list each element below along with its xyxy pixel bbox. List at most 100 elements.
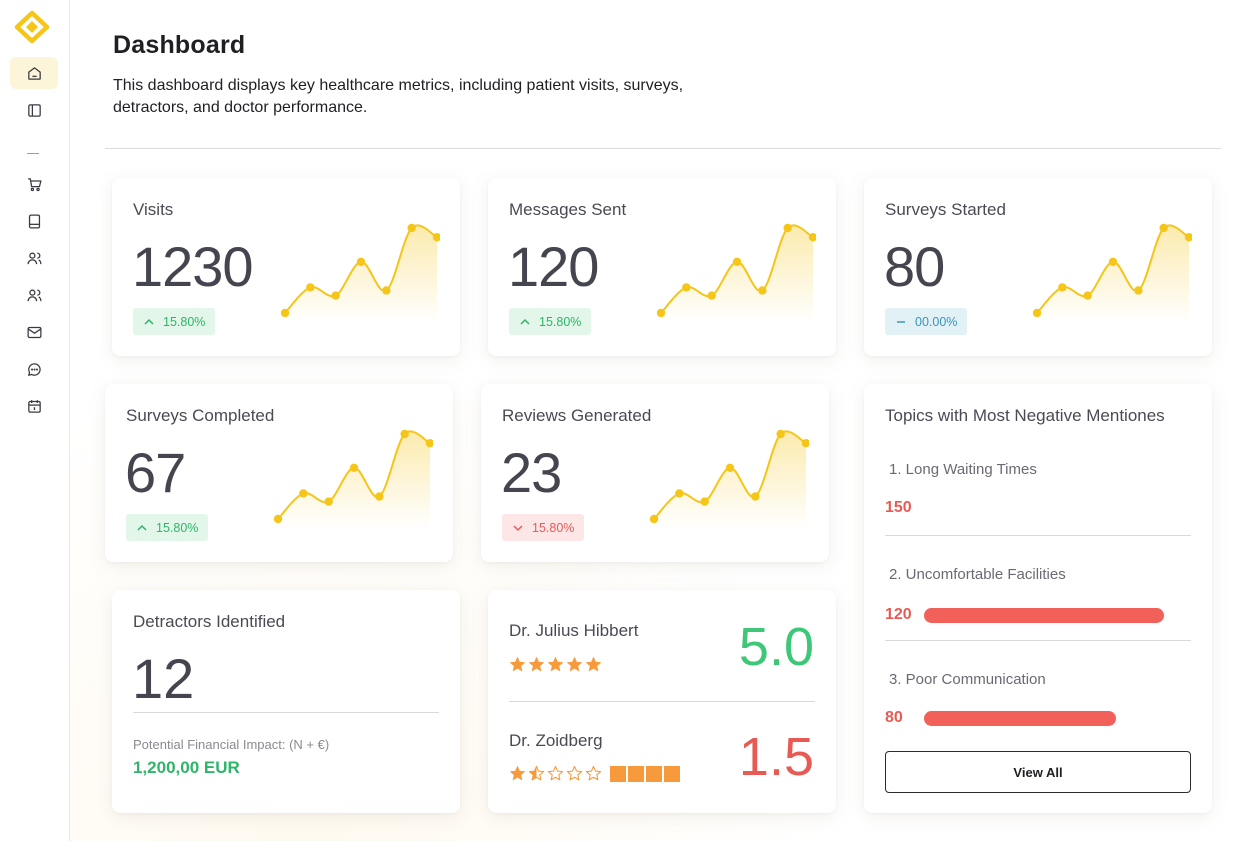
home-icon [27,66,41,80]
view-all-button[interactable]: View All [885,751,1191,793]
sparkline-point [306,283,315,292]
star-rating [509,765,680,782]
sparkline-point [1058,283,1067,292]
sparkline-point [682,283,691,292]
star-icon [510,766,525,781]
trend-value: 15.80% [532,520,575,535]
sparkline-point [675,489,684,498]
metric-card-reviews-generated[interactable]: Reviews Generated 23 15.80% [481,384,829,562]
sidebar [0,0,70,841]
sparkline-point [382,286,391,295]
star-icon [586,657,601,672]
sparkline-area [278,431,430,529]
rating-block [646,765,662,782]
doctor-name[interactable]: Dr. Zoidberg [509,731,603,750]
detractors-value: 12 [132,647,195,710]
rating-block [628,765,644,782]
doctor-ratings-card: Dr. Julius Hibbert 5.0 Dr. Zoidberg 1.5 [488,590,836,813]
nav-group[interactable] [10,279,58,311]
trend-badge: 00.00% [885,308,968,335]
sparkline-point [725,463,735,472]
topic-divider [885,640,1191,641]
sparkline-point [700,497,709,506]
sparkline-point [324,497,333,506]
metric-card-visits[interactable]: Visits 1230 15.80% [112,178,460,356]
sparkline-point [407,223,416,233]
sparkline-chart [273,429,433,529]
metric-card-surveys-started[interactable]: Surveys Started 80 00.00% [864,178,1212,356]
sparkline-point [1032,308,1042,318]
star-icon [548,657,563,672]
calendar-icon [27,399,41,413]
sparkline-point [432,233,440,242]
main-content: Dashboard This dashboard displays key he… [70,0,1234,841]
sparkline-point [375,492,384,501]
nav-panel[interactable] [10,94,58,126]
metric-label: Messages Sent [509,200,627,219]
star-empty-icon [566,765,583,781]
topic-count: 80 [885,709,903,726]
book-icon [28,213,40,229]
sparkline-point [808,233,816,242]
topic-bar [924,711,1116,726]
sparkline-chart [1032,223,1192,323]
arrow-up-icon [137,524,147,531]
topic-bar [924,608,1164,623]
nav-users[interactable] [10,242,58,274]
sparkline-chart [280,223,440,323]
topic-name[interactable]: 3. Poor Communication [889,671,1046,688]
star-empty-icon [585,765,602,781]
impact-value: 1,200,00 EUR [133,758,240,777]
topic-name[interactable]: 1. Long Waiting Times [889,461,1037,478]
sparkline-point [732,257,742,266]
doctor-score: 5.0 [738,617,814,677]
sparkline-point [801,439,809,448]
group-icon [26,289,42,301]
trend-value: 15.80% [163,314,206,329]
sparkline-point [751,492,760,501]
sparkline-point [1159,223,1168,233]
sparkline-chart [656,223,816,323]
header-divider [105,148,1221,149]
arrow-up-icon [144,318,154,325]
sparkline-point [299,489,308,498]
sparkline-area [285,225,437,323]
page-title: Dashboard [113,31,246,59]
star-icon [567,657,582,672]
doctor-name[interactable]: Dr. Julius Hibbert [509,621,639,640]
topic-name[interactable]: 2. Uncomfortable Facilities [889,566,1066,583]
sparkline-chart [649,429,809,529]
nav-chat[interactable] [10,353,58,385]
sparkline-point [1108,257,1118,266]
chat-icon [27,362,41,376]
trend-badge: 15.80% [133,308,216,335]
logo-icon[interactable] [14,10,50,44]
metric-card-messages-sent[interactable]: Messages Sent 120 15.80% [488,178,836,356]
sparkline-point [349,463,359,472]
trend-value: 00.00% [915,314,958,329]
sparkline-point [331,291,340,300]
trend-badge: 15.80% [126,514,209,541]
topic-count: 150 [885,499,912,516]
star-empty-icon [547,765,564,781]
nav-cart[interactable] [10,168,58,200]
users-icon [26,252,42,264]
metric-card-surveys-completed[interactable]: Surveys Completed 67 15.80% [105,384,453,562]
trend-value: 15.80% [156,520,199,535]
metric-label: Reviews Generated [502,406,652,425]
metric-label: Visits [133,200,174,219]
sparkline-point [649,514,659,524]
page-description: This dashboard displays key healthcare m… [113,77,684,116]
topic-divider [885,535,1191,536]
nav-home[interactable] [10,57,58,89]
mail-icon [26,326,42,338]
nav-calendar[interactable] [10,390,58,422]
detractors-card[interactable]: Detractors Identified 12 Potential Finan… [112,590,460,813]
nav-mail[interactable] [10,316,58,348]
nav-book[interactable] [10,205,58,237]
sparkline-point [707,291,716,300]
sparkline-area [654,431,806,529]
sparkline-point [776,429,785,439]
sparkline-point [273,514,283,524]
rating-block [610,765,626,782]
